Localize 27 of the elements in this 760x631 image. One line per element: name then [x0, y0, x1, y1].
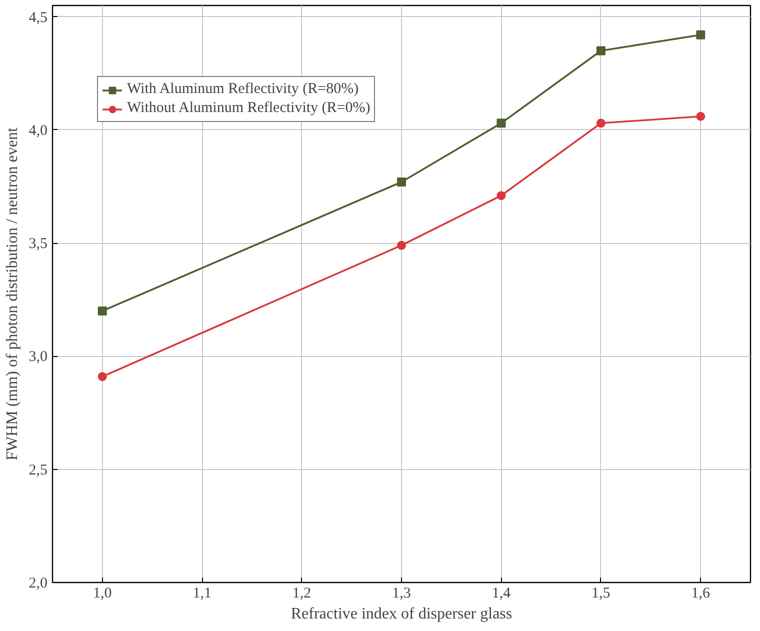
point: [596, 118, 606, 128]
x-tick-label: 1,4: [492, 586, 512, 602]
y-tick-label: 2,5: [28, 462, 48, 478]
x-tick-label: 1,3: [392, 586, 411, 602]
point: [98, 306, 107, 316]
x-tick-label: 1,1: [192, 586, 212, 602]
y-axis-title: FWHM (mm) of photon distribution / neutron event: [4, 127, 21, 460]
y-tick-label: 2,0: [28, 576, 48, 592]
x-tick-label: 1,0: [92, 586, 112, 602]
legend-label: With Aluminum Reflectivity (R=80%): [127, 81, 359, 98]
point: [397, 177, 406, 186]
point: [397, 240, 406, 250]
y-tick-label: 3,0: [28, 349, 48, 366]
x-tick-label: 1,2: [292, 586, 312, 602]
legend-label: Without Aluminum Reflectivity (R=0%): [127, 100, 370, 117]
point: [696, 112, 706, 121]
y-tick-label: 4,0: [28, 122, 48, 139]
y-tick-label: 4,5: [28, 10, 48, 26]
x-tick-label: 1,6: [691, 586, 711, 602]
point: [98, 372, 107, 382]
x-tick-label: 1,5: [592, 586, 610, 602]
point: [496, 191, 506, 200]
x-axis-title: Refractive index of disperser glass: [290, 606, 512, 622]
y-tick-label: 3,5: [28, 236, 48, 252]
point: [696, 30, 706, 40]
point: [596, 46, 606, 56]
point: [496, 118, 506, 128]
